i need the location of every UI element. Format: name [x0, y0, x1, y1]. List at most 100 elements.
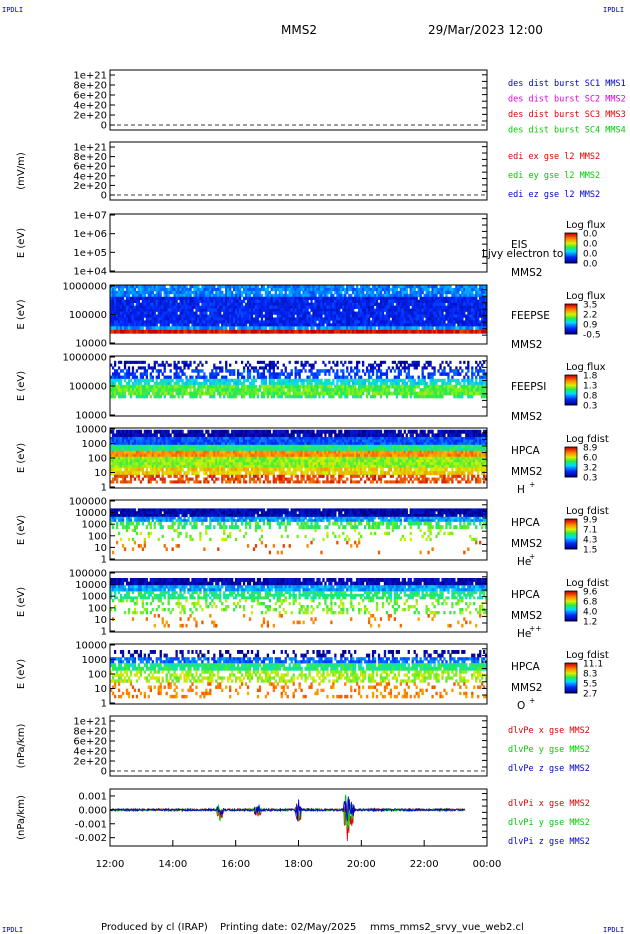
spectrogram-cell: [181, 391, 184, 396]
spectrogram-cell: [219, 433, 222, 438]
spectrogram-cell: [177, 287, 180, 292]
spectrogram-cell: [350, 384, 353, 389]
spectrogram-cell: [235, 395, 238, 399]
spectrogram-cell: [199, 433, 202, 438]
spectrogram-cell: [155, 429, 158, 434]
spectrogram-cell: [383, 360, 387, 364]
spectrogram-cell: [469, 293, 472, 298]
spectrogram-cell: [318, 290, 321, 295]
spectrogram-cell: [129, 287, 133, 292]
spectrogram-cell: [290, 299, 293, 303]
spectrogram-cell: [447, 302, 450, 306]
spectrogram-cell: [308, 375, 311, 380]
spectrogram-cell: [393, 287, 397, 292]
spectrogram-cell: [433, 395, 436, 399]
spectrogram-cell: [163, 388, 166, 392]
spectrogram-cell: [219, 311, 222, 315]
spectrogram-cell: [113, 326, 117, 331]
spectrogram-cell: [383, 391, 387, 396]
spectrogram-cell: [391, 317, 395, 321]
spectrogram-cell: [197, 305, 200, 309]
spectrogram-cell: [235, 290, 238, 295]
spectrogram-cell: [278, 293, 281, 298]
spectrogram-cell: [211, 296, 214, 301]
spectrogram-cell: [445, 311, 448, 315]
spectrogram-cell: [153, 366, 156, 370]
spectrogram-cell: [358, 391, 361, 396]
spectrogram-cell: [328, 317, 331, 321]
spectrogram-cell: [217, 287, 220, 292]
spectrogram-cell: [405, 375, 408, 380]
spectrogram-cell: [324, 308, 327, 312]
spectrogram-cell: [427, 299, 430, 303]
spectrogram-cell: [250, 285, 254, 289]
spectrogram-cell: [419, 329, 422, 334]
spectrogram-cell: [342, 329, 345, 334]
spectrogram-cell: [435, 302, 438, 306]
spectrogram-cell: [242, 320, 246, 324]
spectrogram-cell: [193, 391, 196, 396]
spectrogram-cell: [111, 375, 115, 380]
spectrogram-cell: [169, 290, 172, 295]
spectrogram-cell: [415, 381, 418, 386]
spectrogram-cell: [193, 388, 196, 392]
spectrogram-cell: [397, 323, 400, 327]
spectrogram-cell: [346, 302, 349, 306]
spectrogram-cell: [125, 299, 129, 303]
spectrogram-cell: [451, 384, 454, 389]
spectrogram-cell: [173, 366, 176, 370]
spectrogram-cell: [354, 378, 357, 383]
spectrogram-cell: [215, 293, 218, 298]
spectrogram-cell: [129, 299, 133, 303]
spectrogram-cell: [375, 285, 379, 289]
spectrogram-cell: [242, 314, 246, 318]
spectrogram-cell: [367, 381, 371, 386]
spectrogram-cell: [258, 326, 262, 331]
spectrogram-cell: [135, 323, 139, 327]
spectrogram-cell: [284, 308, 287, 312]
spectrogram-cell: [369, 296, 373, 301]
spectrogram-cell: [451, 378, 454, 383]
spectrogram-cell: [268, 363, 272, 367]
spectrogram-cell: [244, 285, 248, 289]
spectrogram-cell: [302, 366, 305, 370]
spectrogram-cell: [292, 311, 295, 315]
spectrogram-cell: [356, 372, 359, 376]
spectrogram-cell: [431, 305, 434, 309]
spectrogram-cell: [473, 388, 476, 392]
spectrogram-cell: [225, 375, 228, 380]
spectrogram-cell: [369, 293, 373, 298]
spectrogram-cell: [225, 287, 228, 292]
spectrogram-cell: [306, 388, 309, 392]
spectrogram-cell: [326, 429, 329, 434]
spectrogram-cell: [463, 299, 466, 303]
spectrogram-cell: [421, 326, 424, 331]
spectrogram-cell: [352, 314, 355, 318]
spectrogram-cell: [223, 317, 226, 321]
colorbar-segment: [565, 248, 577, 250]
spectrogram-cell: [379, 378, 383, 383]
spectrogram-cell: [455, 384, 458, 389]
spectrogram-cell: [175, 391, 178, 396]
spectrogram-cell: [129, 323, 133, 327]
spectrogram-cell: [423, 311, 426, 315]
spectrogram-cell: [225, 320, 228, 324]
spectrogram-cell: [163, 378, 166, 383]
spectrogram-cell: [354, 329, 357, 334]
spectrogram-cell: [469, 314, 472, 318]
spectrogram-cell: [137, 329, 141, 334]
spectrogram-cell: [157, 293, 160, 298]
spectrogram-cell: [363, 287, 367, 292]
spectrogram-cell: [352, 308, 355, 312]
spectrogram-cell: [248, 388, 252, 392]
spectrogram-cell: [360, 323, 363, 327]
spectrogram-cell: [383, 308, 387, 312]
spectrogram-cell: [169, 375, 172, 380]
spectrogram-cell: [296, 317, 299, 321]
spectrogram-cell: [177, 285, 180, 289]
spectrogram-cell: [264, 314, 268, 318]
spectrogram-cell: [254, 433, 258, 438]
spectrogram-cell: [145, 384, 148, 389]
spectrogram-cell: [441, 360, 444, 364]
spectrogram-cell: [173, 429, 176, 434]
